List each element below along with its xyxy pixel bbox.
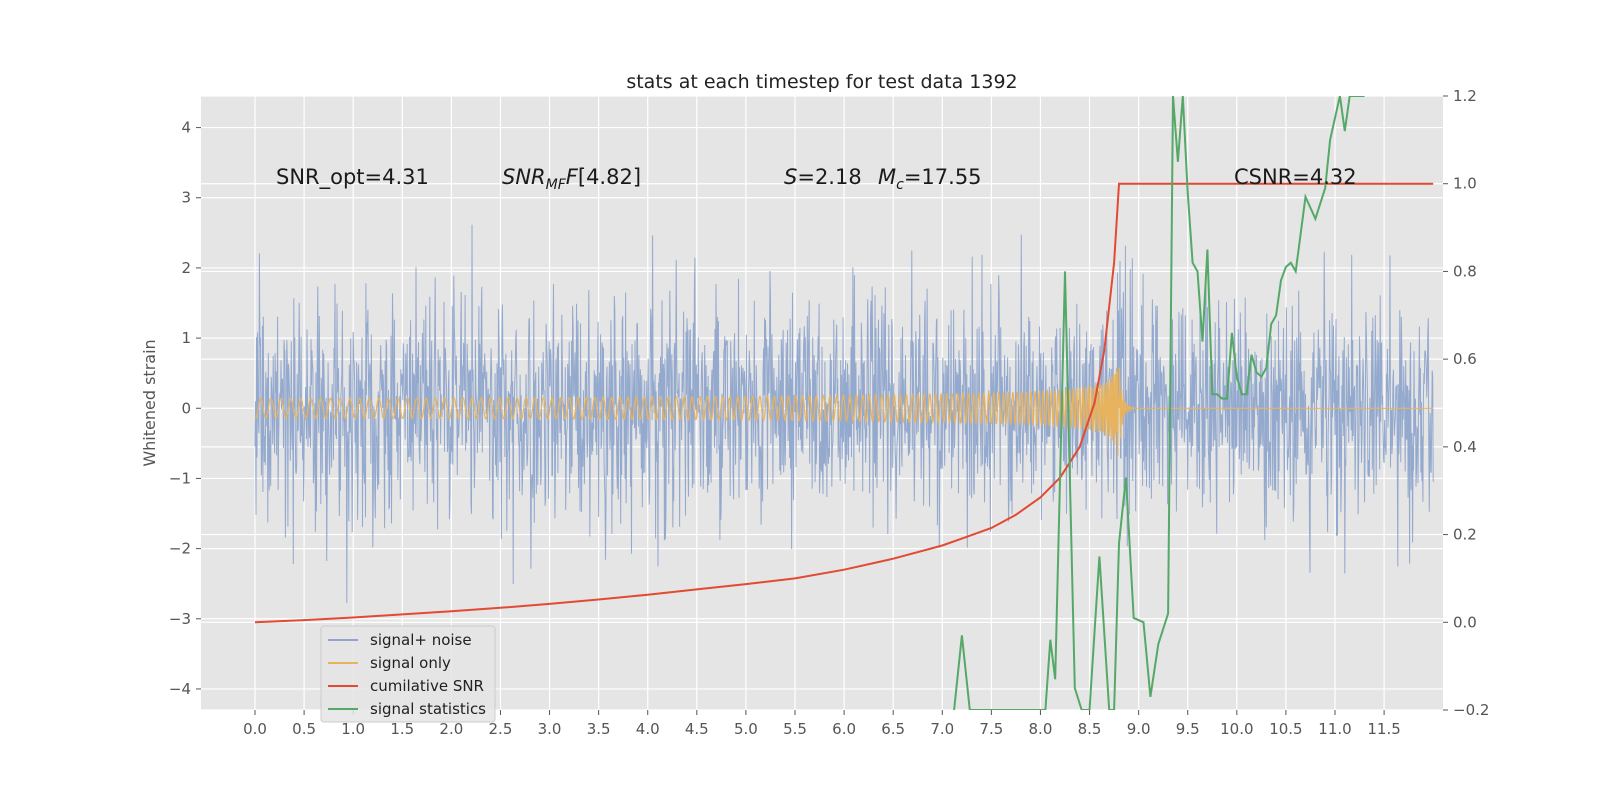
x-tick-label: 2.5 [489,720,513,738]
y2-tick-label: 0.4 [1453,438,1477,456]
legend: signal+ noise signal only cumilative SNR… [320,625,496,723]
annotation-s: S=2.18 [784,165,862,189]
x-tick-label: 10.0 [1220,720,1253,738]
y2-tick-label: 0.8 [1453,262,1477,280]
annotation-s-value: =2.18 [797,165,861,189]
x-tick-label: 10.5 [1269,720,1302,738]
y-tick-label: 0 [181,399,191,417]
y2-tick-label: −0.2 [1453,701,1489,719]
axes: 0.0 0.5 1.0 1.5 2.0 2.5 3.0 3.5 4.0 4.5 5.0 5.5 6.0 6… [169,87,1490,738]
legend-label-signal-only: signal only [370,654,451,672]
x-tick-label: 9.0 [1127,720,1151,738]
annotations: SNR_opt=4.31 SNRMFF[4.82] S=2.18 Mc=17.5… [276,165,1357,193]
annotation-csnr: CSNR=4.32 [1234,165,1357,189]
legend-label-cumulative-snr: cumilative SNR [370,677,484,695]
series-signal-statistics [953,96,1365,710]
y2-tick-label: 0.0 [1453,613,1477,631]
y-tick-label: −2 [169,540,191,558]
x-tick-label: 1.0 [341,720,365,738]
x-tick-label: 4.0 [636,720,660,738]
series-cumulative-snr [254,182,1434,624]
y-tick-label: 3 [181,189,191,207]
y-tick-label: 4 [181,119,191,137]
x-tick-label: 1.5 [390,720,414,738]
y-tick-label: 1 [181,329,191,347]
legend-box [320,625,496,723]
annotation-snr-mf: SNRMFF[4.82] [502,165,641,193]
x-tick-label: 5.0 [734,720,758,738]
series-layer [254,96,1434,710]
y2-tick-label: 0.6 [1453,350,1477,368]
x-tick-label: 0.5 [292,720,316,738]
chart-title: stats at each timestep for test data 139… [626,71,1017,93]
annotation-snr-opt: SNR_opt=4.31 [276,165,429,190]
x-tick-label: 7.0 [930,720,954,738]
legend-label-signal-statistics: signal statistics [370,700,486,718]
x-tick-label: 11.0 [1318,720,1351,738]
x-tick-label: 11.5 [1367,720,1400,738]
x-tick-label: 0.0 [243,720,267,738]
y2-tick-label: 0.2 [1453,526,1477,544]
series-signal-only [254,367,1434,456]
y-tick-label: −1 [169,469,191,487]
y-axis-label: Whitened strain [140,339,159,466]
annotation-mc: Mc=17.55 [878,165,982,193]
x-tick-label: 5.5 [783,720,807,738]
x-tick-label: 6.0 [832,720,856,738]
legend-label-signal-noise: signal+ noise [370,631,472,649]
x-tick-label: 4.5 [685,720,709,738]
x-tick-label: 3.0 [538,720,562,738]
y-tick-label: 2 [181,259,191,277]
y-tick-label: −3 [169,610,191,628]
x-tick-label: 7.5 [979,720,1003,738]
y2-tick-label: 1.2 [1453,87,1477,105]
x-tick-label: 8.0 [1029,720,1053,738]
y-tick-label: −4 [169,680,191,698]
x-tick-label: 6.5 [881,720,905,738]
x-tick-label: 3.5 [587,720,611,738]
x-tick-label: 2.0 [439,720,463,738]
y2-tick-label: 1.0 [1453,175,1477,193]
annotation-snr-mf-value: [4.82] [578,165,641,189]
annotation-mc-value: =17.55 [904,165,982,189]
x-tick-label: 8.5 [1078,720,1102,738]
x-tick-label: 9.5 [1176,720,1200,738]
